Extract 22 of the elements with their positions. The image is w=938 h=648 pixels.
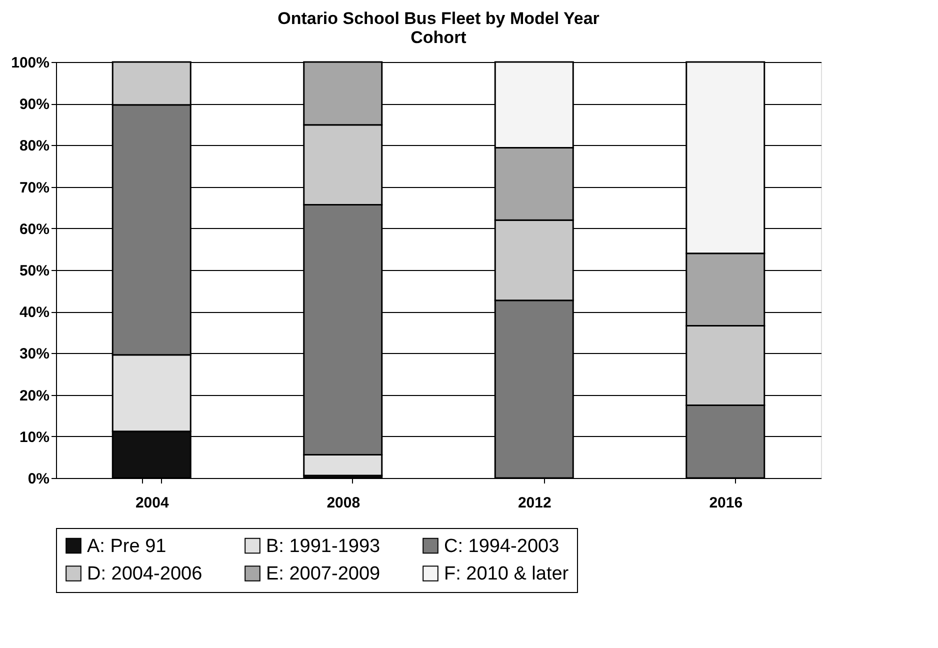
legend-label: F: 2010 & later	[444, 564, 570, 584]
legend-label: C: 1994-2003	[444, 536, 560, 557]
y-tick-label: 40%	[19, 304, 50, 322]
legend-label: D: 2004-2006	[87, 564, 202, 584]
y-tick-label: 30%	[19, 346, 50, 363]
x-tick-label: 2016	[709, 494, 743, 512]
y-tick-label: 50%	[19, 262, 50, 280]
y-tick-label: 70%	[19, 179, 50, 196]
x-tick-label: 2012	[518, 494, 552, 512]
y-tick-label: 10%	[19, 428, 50, 446]
chart-title: Ontario School Bus Fleet by Model Year Cohort	[278, 9, 600, 47]
y-tick-label: 90%	[19, 96, 50, 114]
y-tick-label: 60%	[19, 220, 50, 238]
x-tick-label: 2004	[135, 494, 170, 512]
y-tick-label: 20%	[19, 387, 50, 404]
y-tick-label: 80%	[19, 138, 50, 155]
y-tick-label: 0%	[28, 470, 50, 488]
x-tick-label: 2008	[326, 494, 360, 512]
legend-label: A: Pre 91	[87, 536, 166, 557]
legend-label: B: 1991-1993	[266, 536, 380, 557]
y-tick-label: 100%	[11, 54, 50, 72]
legend-label: E: 2007-2009	[266, 564, 380, 584]
